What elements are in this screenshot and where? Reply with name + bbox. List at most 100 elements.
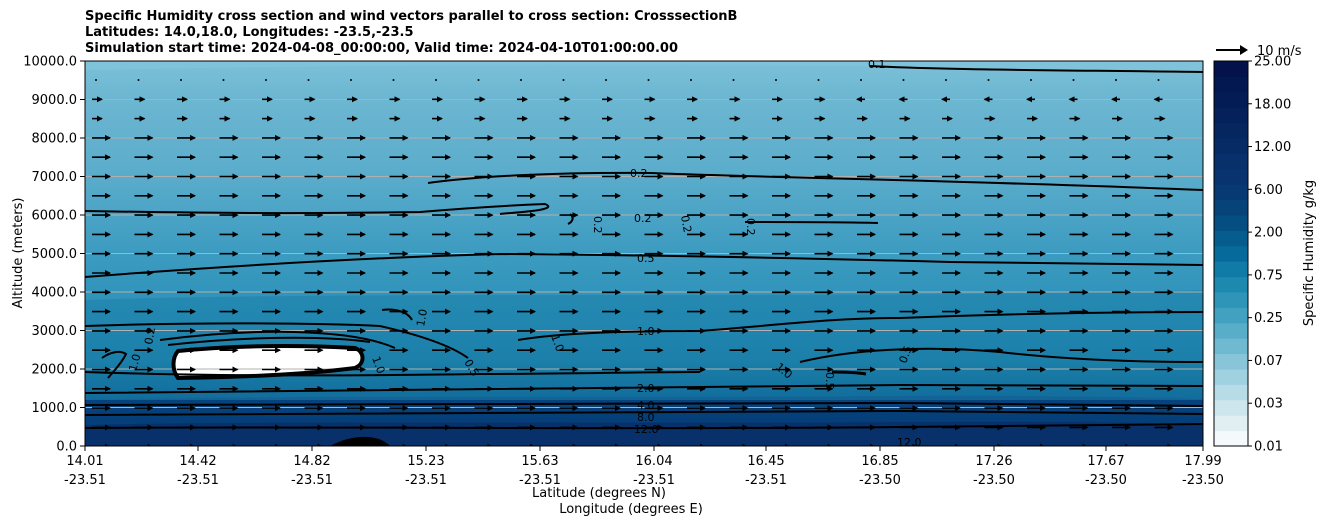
x-tick-label-longitude: -23.51 [745,473,787,488]
contour-label-group: 0.1 0.2 0.2 0.2 0.2 0.2 0.5 1.0 1.0 2.0 … [126,58,921,449]
colorbar-segment [1214,245,1248,262]
wind-vector [222,79,225,81]
contour-label: 8.0 [637,411,655,424]
contour-label: 0.1 [868,58,886,71]
x-tick-label-longitude: -23.51 [177,473,219,488]
y-tick-label: 5000.0 [32,247,78,262]
contour-label: 12.0 [634,423,659,436]
colorbar-segment [1214,76,1248,93]
colorbar-segment [1214,399,1248,416]
contour-label: 0.2 [591,216,604,234]
colorbar-tick-label: 6.00 [1254,183,1283,198]
colorbar-tick-label: 0.25 [1254,311,1283,326]
wind-vector [307,79,310,81]
wind-vector [1115,79,1117,81]
x-tick-label-longitude: -23.51 [64,473,106,488]
wind-vector [605,79,607,81]
x-tick-label-longitude: -23.50 [973,473,1015,488]
colorbar-segment [1214,199,1248,216]
colorbar-tick-label: 2.00 [1254,226,1283,241]
wind-vector [775,79,777,81]
y-tick-label: 10000.0 [23,55,77,70]
x-tick-label-latitude: 16.04 [635,454,672,469]
x-axis-label-longitude: Longitude (degrees E) [559,502,703,517]
y-tick-label: 4000.0 [32,286,78,301]
colorbar-segment [1214,292,1248,308]
wind-vector [520,79,522,81]
y-tick-label: 7000.0 [32,170,78,185]
colorbar-segment [1214,415,1248,432]
x-tick-label-longitude: -23.50 [1182,473,1224,488]
colorbar-tick-label: 25.00 [1254,55,1291,70]
contour-label: 1.0 [126,353,143,373]
quiver-key-arrowhead [1240,45,1248,55]
x-tick-label-longitude: -23.51 [291,473,333,488]
humidity-contours [85,65,1203,430]
colorbar-tick-label: 12.00 [1254,140,1291,155]
y-tick-label: 8000.0 [32,132,78,147]
contour-label: 1.0 [369,355,387,376]
contour-label: 0.2 [678,214,694,233]
wind-vector [1072,79,1075,81]
x-tick-label-longitude: -23.51 [405,473,447,488]
wind-vector [732,79,735,81]
colorbar-segment [1214,369,1248,385]
colorbar-segment [1214,215,1248,231]
wind-vector [1030,79,1032,81]
wind-vector [647,79,650,81]
y-tick-label: 2000.0 [32,363,78,378]
wind-vector [392,79,395,81]
colorbar-segment [1214,168,1248,185]
colorbar-segment [1214,153,1248,170]
colorbar-tick-label: 0.07 [1254,354,1283,369]
wind-vector [435,79,437,81]
x-tick-label-latitude: 17.67 [1087,454,1124,469]
colorbar-segment [1214,138,1248,154]
colorbar-segment [1214,184,1248,201]
x-tick-label-longitude: -23.51 [519,473,561,488]
colorbar-segment [1214,91,1248,108]
colorbar-segment [1214,322,1248,339]
x-tick-label-latitude: 14.82 [293,454,330,469]
x-axis-label-latitude: Latitude (degrees N) [532,486,666,501]
wind-vector [562,79,565,81]
contour-label: 12.0 [897,436,922,449]
y-tick-label: 6000.0 [32,209,78,224]
colorbar-segment [1214,61,1248,77]
colorbar-segment [1214,107,1248,124]
colorbar-segment [1214,384,1248,401]
colorbar-label: Specific Humidity g/kg [1302,180,1317,326]
colorbar-frame [1213,60,1249,447]
x-tick-label-latitude: 17.99 [1184,454,1221,469]
x-tick-label-latitude: 15.63 [521,454,558,469]
x-tick-label-longitude: -23.50 [1085,473,1127,488]
x-tick-label-latitude: 15.23 [407,454,444,469]
contour-label: 0.5 [823,372,836,390]
contour-label: 1.0 [414,308,430,327]
colorbar-segment [1214,430,1248,447]
x-tick-label-longitude: -23.51 [633,473,675,488]
quiver-key: 10 m/s [1216,44,1302,59]
colorbar-tick-label: 0.01 [1254,440,1283,455]
contour-label: 0.2 [634,212,652,225]
contour-label: 0.2 [630,167,648,180]
title-line-2: Latitudes: 14.0,18.0, Longitudes: -23.5,… [85,25,414,40]
wind-vector [690,79,692,81]
wind-vector [137,79,140,81]
contour-label: 0.2 [744,218,757,236]
wind-vector [860,79,862,81]
x-tick-label-latitude: 17.26 [975,454,1012,469]
x-tick-label-latitude: 14.42 [179,454,216,469]
contour-label: 0.5 [897,344,915,365]
y-tick-label: 0.0 [56,440,77,455]
quiver-key-label: 10 m/s [1257,44,1302,59]
y-tick-label: 9000.0 [32,93,78,108]
colorbar-segment [1214,122,1248,139]
title-line-3: Simulation start time: 2024-04-08_00:00:… [85,41,678,56]
x-tick-label-latitude: 16.45 [747,454,784,469]
colorbar-tick-label: 18.00 [1254,97,1291,112]
contour-label: 1.0 [548,333,566,354]
wind-vector [95,79,97,81]
wind-vector [477,79,480,81]
